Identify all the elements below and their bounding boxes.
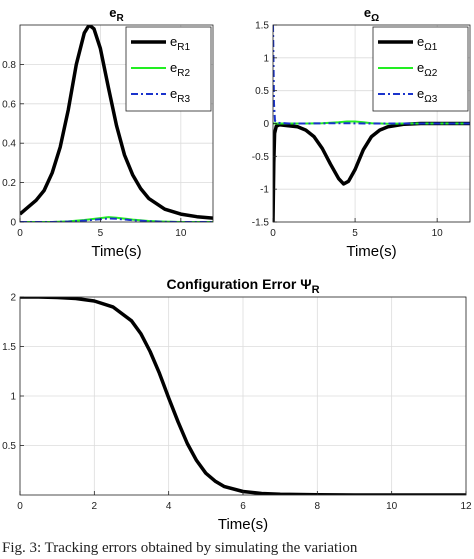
y-tick-label: 0.5 xyxy=(2,441,16,452)
x-tick-label: 6 xyxy=(240,501,246,512)
y-tick-label: 0 xyxy=(263,119,269,130)
x-tick-label: 0 xyxy=(17,501,23,512)
y-tick-label: -0.5 xyxy=(252,152,270,163)
x-axis-label: Time(s) xyxy=(218,516,268,533)
x-tick-label: 0 xyxy=(17,228,23,239)
y-tick-label: 1.5 xyxy=(2,342,16,353)
y-tick-label: 0.2 xyxy=(2,178,16,189)
y-tick-label: 1.5 xyxy=(255,21,269,32)
x-tick-label: 0 xyxy=(270,228,276,239)
chart-title: Configuration Error ΨR xyxy=(166,276,319,296)
chart-panel-3: 0 2 4 6 8 10 12 0.5 1 1.5 2 Configuration Error ΨR T… xyxy=(2,276,472,533)
y-tick-label: -1.5 xyxy=(252,218,270,229)
y-tick-label: 0.4 xyxy=(2,139,16,150)
y-tick-label: 0 xyxy=(10,218,16,229)
x-tick-label: 12 xyxy=(460,501,472,512)
x-tick-label: 10 xyxy=(432,228,444,239)
axes-frame xyxy=(19,24,214,223)
y-tick-label: 2 xyxy=(10,293,16,304)
y-tick-label: 0.8 xyxy=(2,60,16,71)
series-line-1 xyxy=(20,25,213,220)
chart-title: eΩ xyxy=(364,5,379,24)
y-tick-label: 0.5 xyxy=(255,86,269,97)
y-tick-label: 1 xyxy=(10,392,16,403)
x-tick-label: 8 xyxy=(315,501,321,512)
series-line-1 xyxy=(273,121,470,222)
x-tick-label: 10 xyxy=(175,228,187,239)
y-tick-label: 0.6 xyxy=(2,99,16,110)
x-tick-label: 4 xyxy=(166,501,172,512)
y-tick-label: -1 xyxy=(260,185,269,196)
figure-caption: Fig. 3: Tracking errors obtained by simu… xyxy=(2,540,358,556)
y-tick-label: 1 xyxy=(263,53,269,64)
chart-title: eR xyxy=(109,5,124,24)
x-tick-label: 5 xyxy=(98,228,104,239)
x-tick-label: 5 xyxy=(352,228,358,239)
x-axis-label: Time(s) xyxy=(346,243,396,260)
x-tick-label: 10 xyxy=(386,501,398,512)
x-tick-label: 2 xyxy=(92,501,98,512)
x-axis-label: Time(s) xyxy=(91,243,141,260)
series-line-3 xyxy=(273,25,470,125)
